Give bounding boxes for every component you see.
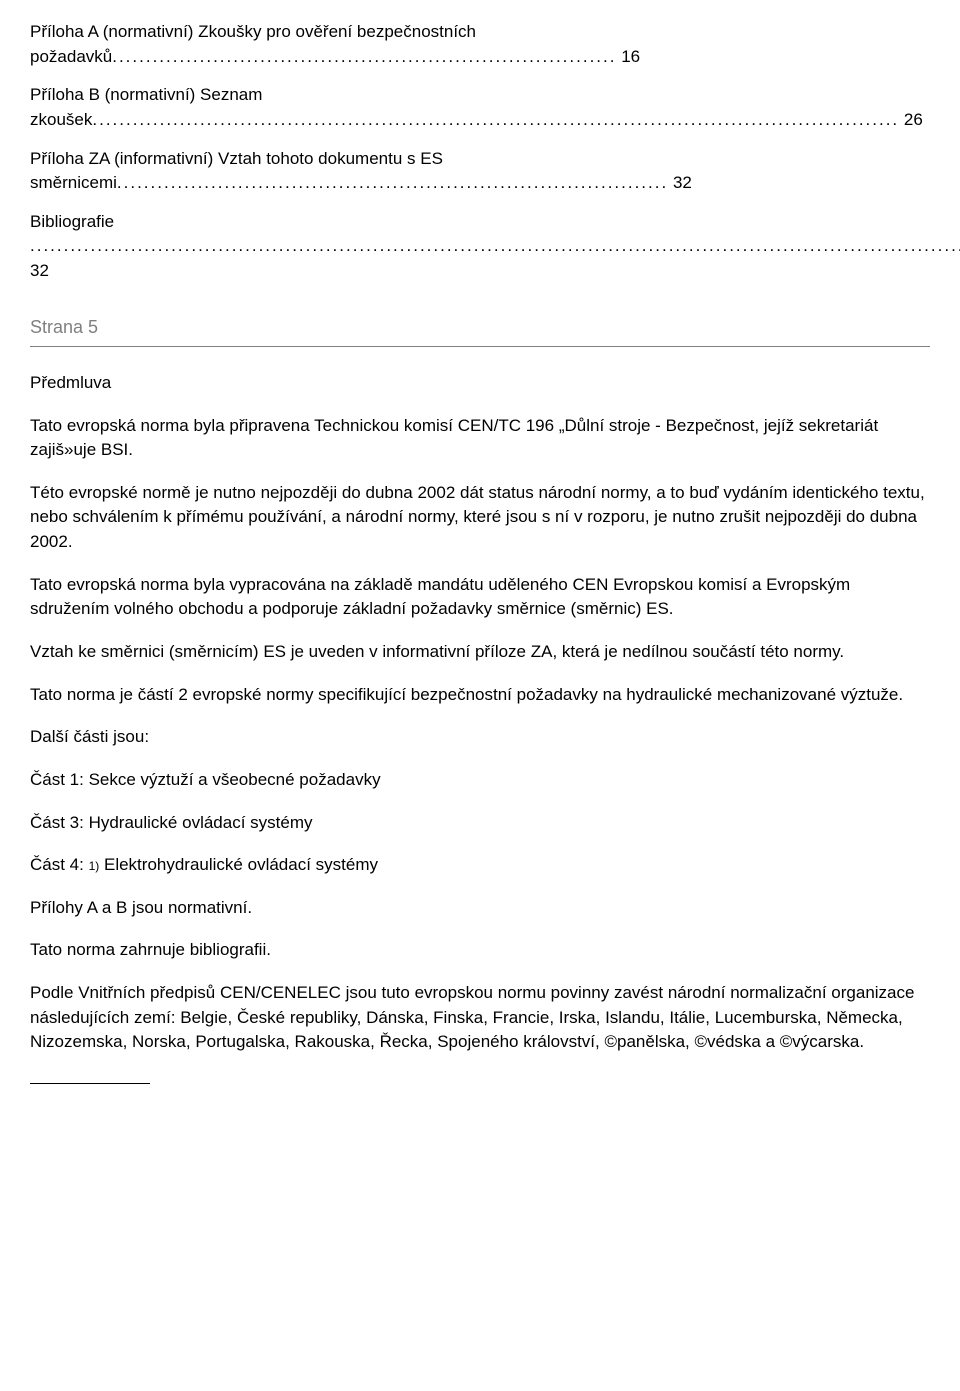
toc-entry-bibliografie: Bibliografie ...........................…	[30, 210, 930, 284]
toc-dots: ........................................…	[30, 236, 960, 255]
toc-page: 32	[673, 173, 692, 192]
toc-entry-priloha-za: Příloha ZA (informativní) Vztah tohoto d…	[30, 147, 930, 196]
paragraph: Část 3: Hydraulické ovládací systémy	[30, 811, 930, 836]
text-pre: Část 4:	[30, 855, 89, 874]
paragraph: Této evropské normě je nutno nejpozději …	[30, 481, 930, 555]
paragraph: Tato norma zahrnuje bibliografii.	[30, 938, 930, 963]
page-marker: Strana 5	[30, 314, 930, 340]
text-post: Elektrohydraulické ovládací systémy	[99, 855, 378, 874]
predmluva-heading: Předmluva	[30, 371, 930, 396]
toc-dots: ........................................…	[112, 47, 616, 66]
toc-page: 32	[30, 261, 49, 280]
paragraph: Podle Vnitřních předpisů CEN/CENELEC jso…	[30, 981, 930, 1055]
paragraph: Další části jsou:	[30, 725, 930, 750]
toc-page: 26	[904, 110, 923, 129]
paragraph: Tato evropská norma byla připravena Tech…	[30, 414, 930, 463]
paragraph-cast-4: Část 4: 1) Elektrohydraulické ovládací s…	[30, 853, 930, 878]
toc-entry-priloha-b: Příloha B (normativní) Seznam zkoušek...…	[30, 83, 930, 132]
toc-dots: ........................................…	[92, 110, 899, 129]
toc-page: 16	[621, 47, 640, 66]
paragraph: Tato evropská norma byla vypracována na …	[30, 573, 930, 622]
paragraph: Vztah ke směrnici (směrnicím) ES je uved…	[30, 640, 930, 665]
page-divider	[30, 346, 930, 347]
toc-dots: ........................................…	[117, 173, 668, 192]
toc-entry-priloha-a: Příloha A (normativní) Zkoušky pro ověře…	[30, 20, 930, 69]
paragraph: Přílohy A a B jsou normativní.	[30, 896, 930, 921]
paragraph: Část 1: Sekce výztuží a všeobecné požada…	[30, 768, 930, 793]
toc-section: Příloha A (normativní) Zkoušky pro ověře…	[30, 20, 930, 284]
footnote-separator	[30, 1083, 150, 1084]
toc-title: Bibliografie	[30, 212, 114, 231]
paragraph: Tato norma je částí 2 evropské normy spe…	[30, 683, 930, 708]
footnote-marker: 1)	[89, 859, 100, 873]
